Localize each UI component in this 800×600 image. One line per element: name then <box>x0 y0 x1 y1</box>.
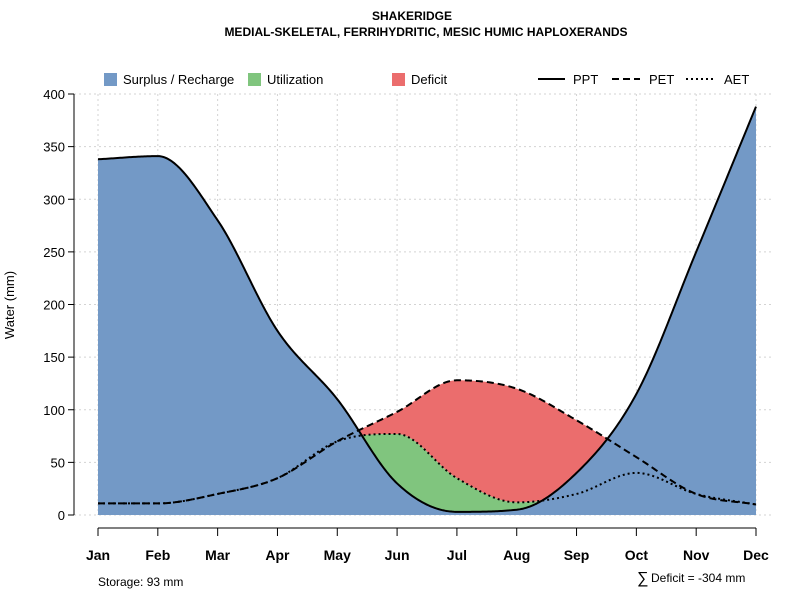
y-tick-label: 350 <box>43 140 65 155</box>
legend-swatch-deficit <box>392 73 405 86</box>
y-tick-label: 50 <box>51 455 65 470</box>
series-lines <box>97 106 757 513</box>
legend-label-utilization: Utilization <box>267 72 323 87</box>
deficit-note: Deficit = -304 mm <box>651 571 745 585</box>
x-tick-label: Nov <box>683 547 710 563</box>
y-tick-label: 400 <box>43 87 65 102</box>
series-line-ppt <box>97 106 757 513</box>
legend-swatch-surplus <box>104 73 117 86</box>
x-tick-label: Jan <box>86 547 110 563</box>
axes: 0 50 100 150 200 250 300 350 400 Jan Feb Mar Apr May J… <box>43 87 769 563</box>
y-tick-label: 300 <box>43 192 65 207</box>
storage-note: Storage: 93 mm <box>98 575 183 589</box>
y-tick-label: 150 <box>43 350 65 365</box>
legend: Surplus / Recharge Utilization Deficit P… <box>104 72 749 87</box>
x-tick-label: Sep <box>564 547 590 563</box>
chart-subtitle: MEDIAL-SKELETAL, FERRIHYDRITIC, MESIC HU… <box>224 25 627 39</box>
y-tick-label: 0 <box>58 508 65 523</box>
legend-label-ppt: PPT <box>573 72 598 87</box>
x-tick-label: Mar <box>205 547 230 563</box>
legend-label-pet: PET <box>649 72 674 87</box>
x-tick-label: Feb <box>145 547 170 563</box>
x-tick-label: Jul <box>447 547 467 563</box>
x-tick-label: Dec <box>743 547 769 563</box>
legend-label-aet: AET <box>724 72 749 87</box>
legend-label-deficit: Deficit <box>411 72 448 87</box>
legend-label-surplus: Surplus / Recharge <box>123 72 234 87</box>
legend-swatch-utilization <box>248 73 261 86</box>
chart-title: SHAKERIDGE <box>372 9 452 23</box>
area-utilization <box>98 433 756 512</box>
x-tick-label: Apr <box>265 547 290 563</box>
x-tick-label: Jun <box>385 547 410 563</box>
area-deficit <box>98 380 756 505</box>
x-tick-label: Aug <box>503 547 530 563</box>
plot-areas <box>98 106 756 515</box>
x-tick-label: Oct <box>625 547 649 563</box>
y-tick-label: 100 <box>43 403 65 418</box>
x-tick-label: May <box>324 547 351 563</box>
y-tick-label: 250 <box>43 245 65 260</box>
series-line-aet <box>98 432 757 506</box>
sum-icon: ∑ <box>637 570 648 587</box>
y-tick-label: 200 <box>43 298 65 313</box>
area-surplus-recharge <box>98 106 756 515</box>
y-axis-title: Water (mm) <box>2 271 17 339</box>
